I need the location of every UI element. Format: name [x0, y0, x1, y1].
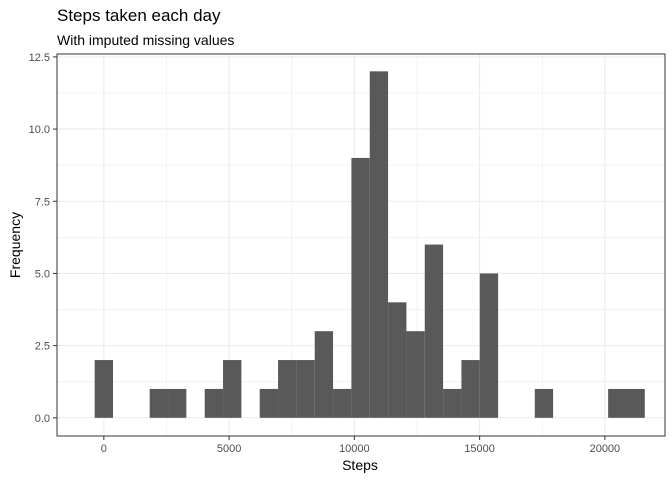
x-tick-label: 5000 [217, 443, 241, 455]
histogram-bar [424, 244, 444, 418]
histogram-bar [278, 360, 297, 418]
y-tick-label: 5.0 [35, 268, 50, 280]
histogram-bar [626, 388, 645, 418]
histogram-bar [223, 360, 242, 418]
y-axis-ticks: 0.0 2.5 5.0 7.5 10.0 12.5 [29, 52, 57, 425]
histogram-bar [369, 71, 389, 418]
x-tick-label: 0 [101, 443, 107, 455]
histogram-bar [406, 331, 425, 418]
histogram-bar [333, 388, 352, 418]
histogram-bar [534, 388, 554, 418]
histogram-bar [204, 388, 224, 418]
histogram-bar [443, 388, 462, 418]
x-axis-ticks: 0 5000 10000 15000 20000 [101, 436, 620, 455]
chart-subtitle: With imputed missing values [57, 32, 235, 48]
y-tick-label: 0.0 [35, 413, 50, 425]
histogram-bar [149, 388, 169, 418]
x-axis-title: Steps [342, 457, 378, 473]
histogram-bar [296, 360, 315, 418]
y-tick-label: 2.5 [35, 341, 50, 353]
y-tick-label: 10.0 [29, 124, 50, 136]
panel-border [56, 53, 666, 437]
histogram-bars [94, 71, 645, 418]
histogram-bar [314, 331, 334, 418]
x-tick-label: 10000 [339, 443, 370, 455]
y-axis-title: Frequency [7, 212, 23, 278]
y-tick-label: 7.5 [35, 196, 50, 208]
chart-title: Steps taken each day [57, 6, 221, 25]
histogram-bar [388, 302, 407, 418]
histogram-bar [94, 360, 114, 418]
histogram-bar [461, 360, 480, 418]
histogram-bar [351, 157, 370, 418]
histogram-bar [608, 388, 627, 418]
x-tick-label: 15000 [464, 443, 495, 455]
histogram-bar [479, 273, 499, 418]
x-tick-label: 20000 [590, 443, 621, 455]
histogram-bar [259, 388, 279, 418]
y-tick-label: 12.5 [29, 52, 50, 64]
histogram-bar [168, 388, 187, 418]
